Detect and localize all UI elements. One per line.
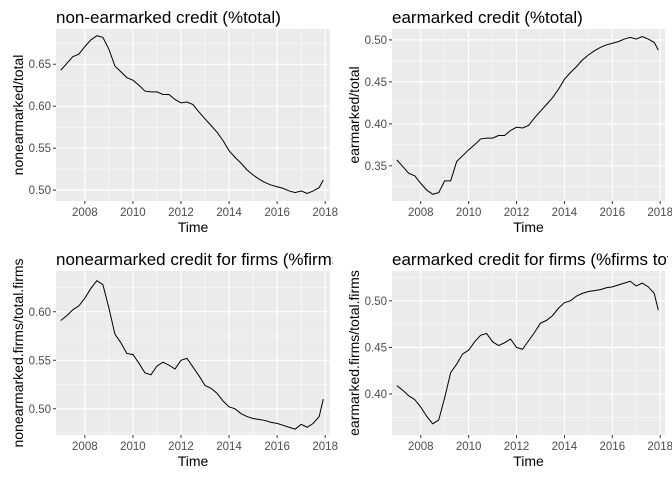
series-line (60, 280, 324, 430)
x-tick-label: 2014 (216, 441, 242, 453)
series-line (396, 36, 659, 195)
y-tick-label: 0.60 (29, 101, 51, 113)
y-axis-label: nonearmarked/total (10, 55, 26, 176)
x-tick-label: 2016 (264, 441, 290, 453)
chart-panel-4: 0.40 0.45 0.50 2008 2010 2012 2014 2016 2018 ea… (346, 250, 672, 469)
y-tick-label: 0.50 (365, 35, 387, 47)
panel-background (56, 29, 330, 201)
y-tick-labels: 0.50 0.55 0.60 0.65 (29, 59, 56, 197)
chart-title: nonearmarked credit for firms (%firms to… (56, 250, 383, 269)
x-axis-label: Time (513, 453, 544, 469)
x-axis-label: Time (513, 219, 544, 235)
series-line (396, 280, 659, 425)
x-axis-label: Time (178, 453, 209, 469)
x-tick-label: 2016 (600, 207, 626, 219)
x-tick-label: 2012 (504, 441, 530, 453)
x-tick-label: 2010 (456, 207, 482, 219)
x-tick-label: 2018 (312, 207, 338, 219)
x-tick-labels: 2008 2010 2012 2014 2016 2018 (408, 201, 672, 219)
y-tick-label: 0.60 (29, 307, 51, 319)
x-tick-label: 2010 (456, 441, 482, 453)
x-tick-label: 2016 (264, 207, 290, 219)
chart-title: non-earmarked credit (%total) (56, 8, 281, 27)
x-tick-label: 2012 (168, 441, 194, 453)
y-tick-labels: 0.50 0.55 0.60 (29, 307, 56, 416)
x-tick-label: 2012 (504, 207, 530, 219)
x-tick-label: 2008 (408, 441, 434, 453)
y-tick-label: 0.50 (29, 404, 51, 416)
chart-panel-1: 0.50 0.55 0.60 0.65 2008 2010 2012 2014 2016 201… (10, 8, 338, 235)
y-tick-label: 0.50 (29, 185, 51, 197)
x-tick-label: 2014 (552, 207, 578, 219)
x-tick-label: 2008 (72, 207, 98, 219)
y-tick-label: 0.55 (29, 143, 51, 155)
x-tick-label: 2008 (72, 441, 98, 453)
y-tick-label: 0.40 (365, 389, 387, 401)
x-tick-label: 2018 (647, 441, 672, 453)
y-tick-labels: 0.40 0.45 0.50 (365, 296, 392, 401)
panel-background (56, 271, 330, 435)
y-tick-label: 0.40 (365, 119, 387, 131)
x-tick-label: 2010 (120, 207, 146, 219)
x-tick-label: 2018 (647, 207, 672, 219)
y-tick-label: 0.55 (29, 355, 51, 367)
panel-background (392, 29, 665, 201)
chart-panel-3: 0.50 0.55 0.60 2008 2010 2012 2014 2016 2018 no… (10, 250, 383, 469)
series-line (60, 35, 324, 194)
y-axis-label: nonearmarked.firms/total.firms (10, 258, 26, 447)
y-tick-label: 0.45 (365, 77, 387, 89)
y-tick-label: 0.50 (365, 296, 387, 308)
x-tick-labels: 2008 2010 2012 2014 2016 2018 (72, 435, 338, 453)
chart-title: earmarked credit for firms (%firms total… (392, 250, 672, 269)
gridlines (56, 29, 330, 201)
x-tick-label: 2014 (216, 207, 242, 219)
y-axis-label: earmarked.firms/total.firms (346, 270, 362, 436)
x-tick-label: 2014 (552, 441, 578, 453)
chart-title: earmarked credit (%total) (392, 8, 583, 27)
x-tick-label: 2012 (168, 207, 194, 219)
y-axis-label: earmarked/total (346, 66, 362, 163)
x-tick-label: 2016 (600, 441, 626, 453)
x-tick-label: 2010 (120, 441, 146, 453)
panel-background (392, 271, 665, 435)
x-tick-label: 2018 (312, 441, 338, 453)
y-tick-label: 0.35 (365, 161, 387, 173)
y-tick-labels: 0.35 0.40 0.45 0.50 (365, 35, 392, 173)
x-tick-labels: 2008 2010 2012 2014 2016 2018 (408, 435, 672, 453)
y-tick-label: 0.45 (365, 342, 387, 354)
x-tick-label: 2008 (408, 207, 434, 219)
x-axis-label: Time (178, 219, 209, 235)
gridlines (392, 29, 665, 201)
gridlines (56, 271, 330, 435)
x-tick-labels: 2008 2010 2012 2014 2016 2018 (72, 201, 338, 219)
chart-panel-2: 0.35 0.40 0.45 0.50 2008 2010 2012 2014 2016 201… (346, 8, 672, 235)
y-tick-label: 0.65 (29, 59, 51, 71)
